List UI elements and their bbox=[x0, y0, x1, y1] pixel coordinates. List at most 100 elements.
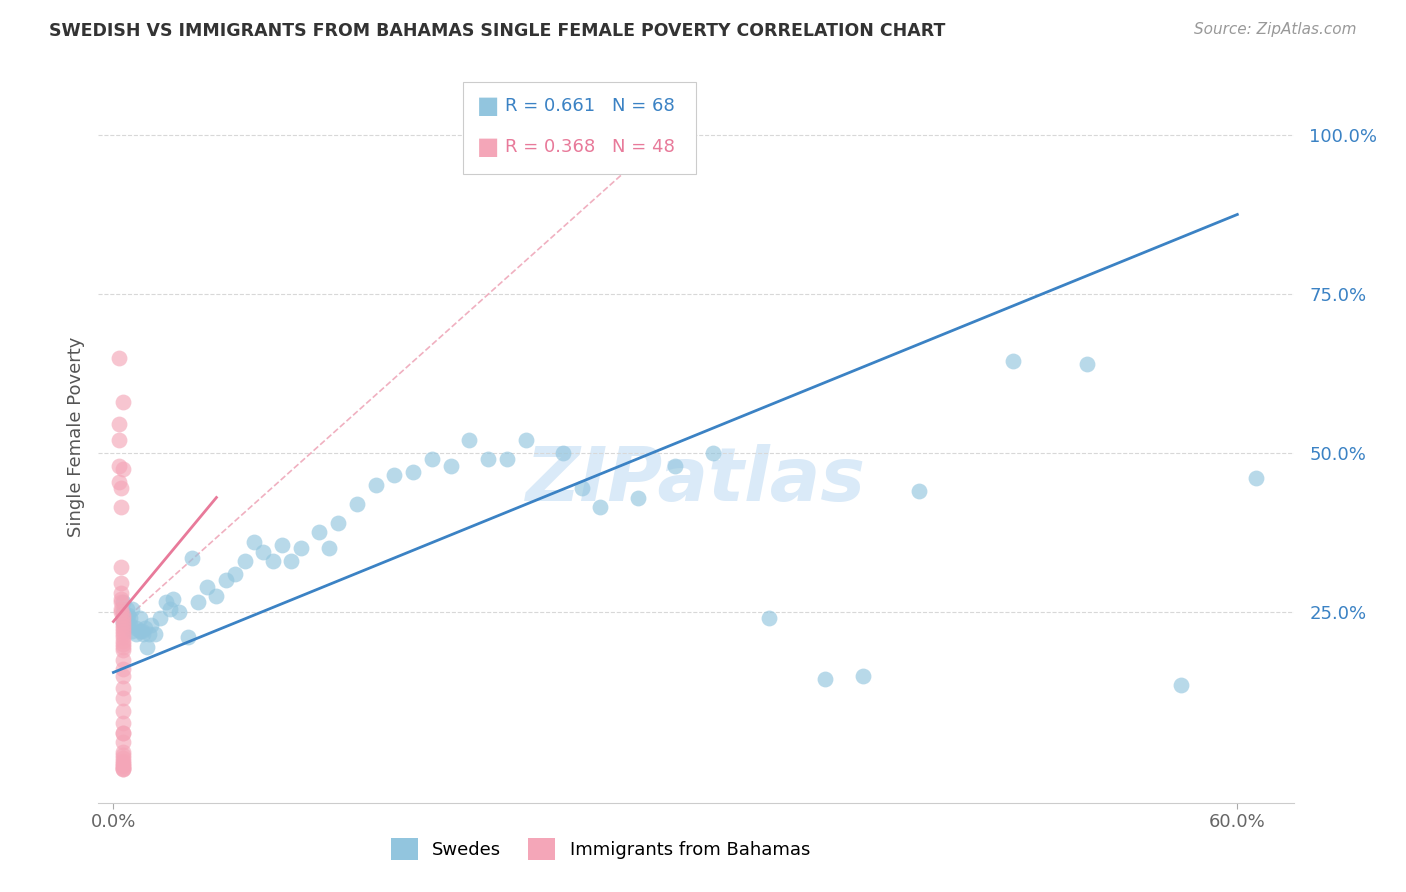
Point bbox=[136, 640, 159, 654]
Point bbox=[111, 726, 134, 740]
Point bbox=[132, 627, 155, 641]
Point bbox=[280, 554, 302, 568]
Text: R = 0.661: R = 0.661 bbox=[505, 96, 595, 115]
Point bbox=[128, 624, 150, 638]
Point bbox=[111, 640, 134, 654]
Text: ■: ■ bbox=[477, 94, 499, 118]
Text: N = 48: N = 48 bbox=[613, 137, 675, 156]
Point bbox=[328, 516, 350, 530]
Point bbox=[111, 462, 134, 476]
FancyBboxPatch shape bbox=[463, 82, 696, 174]
Point bbox=[115, 611, 138, 625]
Point bbox=[111, 704, 134, 718]
Point bbox=[134, 621, 156, 635]
Point bbox=[110, 602, 132, 616]
Point bbox=[111, 745, 134, 759]
Point bbox=[224, 566, 246, 581]
Point bbox=[346, 497, 368, 511]
Text: Source: ZipAtlas.com: Source: ZipAtlas.com bbox=[1194, 22, 1357, 37]
Point bbox=[318, 541, 340, 556]
Point bbox=[111, 716, 134, 731]
Point bbox=[120, 617, 142, 632]
Point bbox=[111, 627, 134, 641]
Point bbox=[384, 468, 406, 483]
Point bbox=[125, 621, 148, 635]
Point bbox=[308, 525, 330, 540]
Point bbox=[111, 615, 134, 629]
Point bbox=[111, 653, 134, 667]
Point bbox=[117, 608, 139, 623]
Point bbox=[290, 541, 312, 556]
Point bbox=[1170, 678, 1192, 692]
Point bbox=[159, 602, 181, 616]
Text: SWEDISH VS IMMIGRANTS FROM BAHAMAS SINGLE FEMALE POVERTY CORRELATION CHART: SWEDISH VS IMMIGRANTS FROM BAHAMAS SINGL… bbox=[49, 22, 946, 40]
Point bbox=[205, 589, 228, 603]
Point bbox=[852, 668, 875, 682]
Point bbox=[111, 748, 134, 763]
Point bbox=[162, 592, 184, 607]
Point bbox=[111, 608, 134, 623]
Point bbox=[458, 434, 481, 448]
Point bbox=[233, 554, 256, 568]
Text: ■: ■ bbox=[477, 135, 499, 159]
Point bbox=[111, 681, 134, 696]
Point bbox=[187, 595, 209, 609]
Point bbox=[664, 458, 686, 473]
Point bbox=[111, 621, 134, 635]
Point bbox=[252, 544, 274, 558]
Point bbox=[111, 633, 134, 648]
Point bbox=[108, 417, 131, 432]
Point bbox=[111, 761, 134, 775]
Point bbox=[439, 458, 461, 473]
Point bbox=[814, 672, 837, 686]
Point bbox=[111, 757, 134, 772]
Point bbox=[215, 573, 238, 587]
Point bbox=[181, 550, 204, 565]
Point bbox=[110, 586, 132, 600]
Point bbox=[271, 538, 294, 552]
Point bbox=[758, 611, 780, 625]
Point bbox=[111, 751, 134, 765]
Point bbox=[1244, 471, 1267, 485]
Point bbox=[571, 481, 593, 495]
Point bbox=[262, 554, 284, 568]
Point bbox=[111, 611, 134, 625]
Point bbox=[108, 475, 131, 489]
Point bbox=[111, 762, 134, 776]
Point bbox=[110, 592, 132, 607]
Point bbox=[110, 481, 132, 495]
Point bbox=[110, 605, 132, 619]
Point bbox=[111, 668, 134, 682]
Point bbox=[364, 477, 387, 491]
Point bbox=[111, 624, 134, 638]
Point bbox=[108, 458, 131, 473]
Point bbox=[143, 627, 166, 641]
Point bbox=[111, 595, 134, 609]
Point bbox=[167, 605, 190, 619]
Point bbox=[1001, 353, 1024, 368]
Point bbox=[111, 615, 134, 629]
Point bbox=[111, 726, 134, 740]
Point bbox=[111, 690, 134, 705]
Point bbox=[110, 500, 132, 514]
Point bbox=[110, 576, 132, 591]
Point bbox=[195, 580, 218, 594]
Text: R = 0.368: R = 0.368 bbox=[505, 137, 595, 156]
Point bbox=[117, 617, 139, 632]
Point bbox=[420, 452, 443, 467]
Point bbox=[177, 631, 200, 645]
Point bbox=[243, 535, 266, 549]
Point bbox=[125, 627, 148, 641]
Point bbox=[111, 643, 134, 657]
Point bbox=[139, 617, 162, 632]
Point bbox=[111, 395, 134, 409]
Point bbox=[108, 434, 131, 448]
Text: N = 68: N = 68 bbox=[613, 96, 675, 115]
Point bbox=[111, 605, 134, 619]
Point bbox=[121, 624, 143, 638]
Point bbox=[110, 595, 132, 609]
Point bbox=[115, 602, 138, 616]
Point bbox=[128, 611, 150, 625]
Point bbox=[111, 617, 134, 632]
Text: ZIPatlas: ZIPatlas bbox=[526, 444, 866, 517]
